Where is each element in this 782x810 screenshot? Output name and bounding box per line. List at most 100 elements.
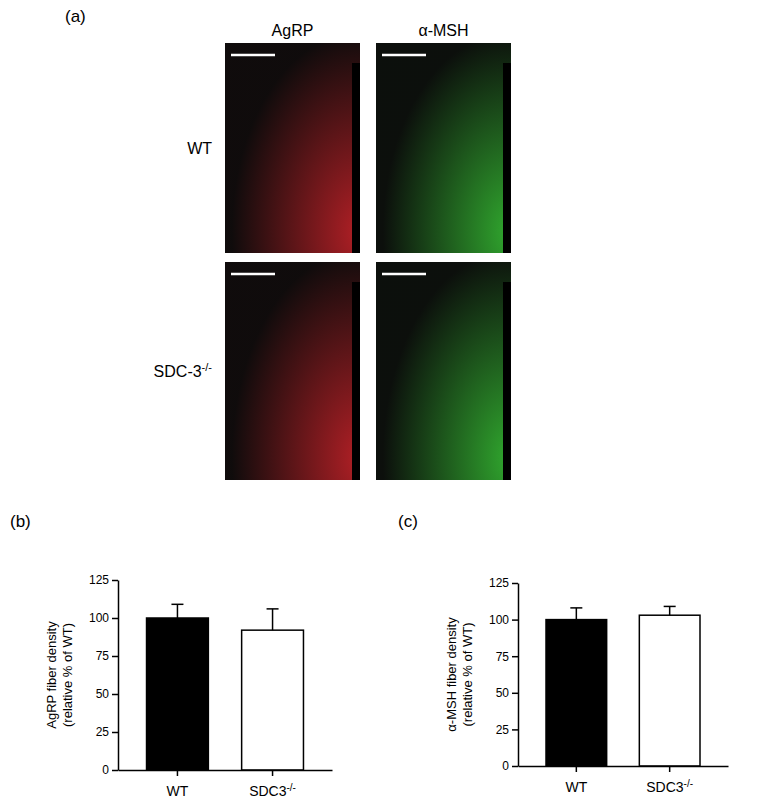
error-stem (177, 604, 179, 618)
y-tick: 25 (496, 723, 518, 737)
micrograph-background (376, 43, 511, 253)
y-tick-label: 25 (496, 723, 510, 737)
y-tick-mark (512, 583, 518, 585)
column-label: α-MSH (418, 22, 468, 39)
y-axis-title: α-MSH fiber density(relative % of WT) (444, 617, 475, 732)
y-tick: 75 (496, 650, 518, 664)
x-axis-line (519, 766, 729, 768)
y-tick: 125 (89, 573, 118, 587)
y-tick-mark (112, 732, 118, 734)
x-axis-line (119, 770, 333, 772)
scale-bar (382, 54, 426, 57)
error-bar (171, 604, 183, 618)
plot-area (147, 604, 304, 770)
error-cap (570, 607, 582, 609)
error-cap (171, 604, 183, 606)
error-stem (272, 609, 274, 630)
y-tick: 125 (489, 576, 518, 590)
x-tick-mark (576, 766, 578, 772)
x-tick-label: SDC3-/- (249, 781, 296, 799)
y-axis-title: AgRP fiber density(relative % of WT) (44, 621, 75, 729)
x-tick-label: WT (565, 779, 587, 795)
y-axis-line (518, 584, 520, 767)
y-tick-label: 50 (96, 687, 110, 701)
y-tick-label: 100 (489, 613, 509, 627)
y-tick-label: 100 (89, 611, 109, 625)
micrograph-stain (225, 262, 360, 480)
y-tick-mark (512, 766, 518, 768)
y-tick-mark (112, 618, 118, 620)
figure: (a) AgRP α-MSH WT SDC-3-/- (b) 0 25 50 75 100 125 WT… (0, 0, 782, 810)
scale-bar (231, 54, 275, 57)
micrograph-stain (376, 43, 511, 253)
y-tick-label: 75 (96, 649, 110, 663)
y-tick-label: 125 (489, 576, 509, 590)
y-tick-mark (512, 656, 518, 658)
y-tick: 100 (489, 613, 518, 627)
x-tick: SDC3-/- (249, 770, 296, 799)
panel-label: (c) (398, 512, 418, 531)
x-tick-mark (272, 770, 274, 776)
x-tick-label: WT (167, 783, 189, 799)
error-cap (267, 608, 279, 610)
error-stem (576, 608, 578, 620)
error-stem (669, 606, 671, 615)
y-axis: 0 25 50 75 100 125 (489, 576, 519, 773)
error-bar (267, 609, 279, 630)
y-tick: 50 (496, 686, 518, 700)
error-bar (570, 608, 582, 620)
scale-bar (231, 273, 275, 276)
panel-label: (b) (10, 512, 31, 531)
x-tick-mark (177, 770, 179, 776)
x-tick-label: SDC3-/- (646, 777, 693, 795)
micrograph-background (225, 43, 360, 253)
bar (639, 615, 700, 766)
y-tick-label: 125 (89, 573, 109, 587)
y-tick-label: 50 (496, 686, 510, 700)
bar (147, 618, 209, 770)
y-tick: 0 (102, 763, 118, 777)
y-tick-mark (112, 580, 118, 582)
panel-label: (a) (65, 7, 86, 26)
y-tick: 0 (502, 759, 518, 773)
row-label: SDC-3-/- (154, 361, 213, 380)
y-tick: 50 (96, 687, 118, 701)
y-tick-mark (512, 693, 518, 695)
bar (546, 620, 607, 766)
y-tick: 100 (89, 611, 118, 625)
y-tick-mark (512, 729, 518, 731)
x-tick: WT (167, 770, 189, 799)
y-axis: 0 25 50 75 100 125 (89, 573, 119, 777)
y-tick-label: 75 (496, 650, 510, 664)
ventricle (503, 63, 511, 253)
micrograph-background (376, 262, 511, 480)
ventricle (352, 282, 360, 480)
y-tick-label: 0 (502, 759, 509, 773)
ventricle (352, 63, 360, 253)
y-tick-mark (112, 770, 118, 772)
error-bar (664, 606, 676, 615)
y-tick-mark (512, 619, 518, 621)
plot-area (546, 606, 700, 766)
x-axis: WT SDC3-/- (519, 766, 729, 795)
micrograph-stain (376, 262, 511, 480)
x-tick: SDC3-/- (646, 766, 693, 795)
row-label: WT (187, 140, 212, 157)
scale-bar (382, 273, 426, 276)
x-tick: WT (565, 766, 587, 795)
y-axis-line (118, 581, 120, 771)
y-tick-mark (112, 694, 118, 696)
y-tick: 25 (96, 725, 118, 739)
y-tick-mark (112, 656, 118, 658)
bar (242, 630, 304, 770)
error-cap (664, 606, 676, 608)
x-tick-mark (669, 766, 671, 772)
y-tick-label: 25 (96, 725, 110, 739)
y-tick: 75 (96, 649, 118, 663)
micrograph-stain (225, 43, 360, 253)
y-tick-label: 0 (102, 763, 109, 777)
x-axis: WT SDC3-/- (119, 770, 333, 799)
micrograph-background (225, 262, 360, 480)
column-label: AgRP (272, 22, 314, 39)
ventricle (503, 282, 511, 480)
